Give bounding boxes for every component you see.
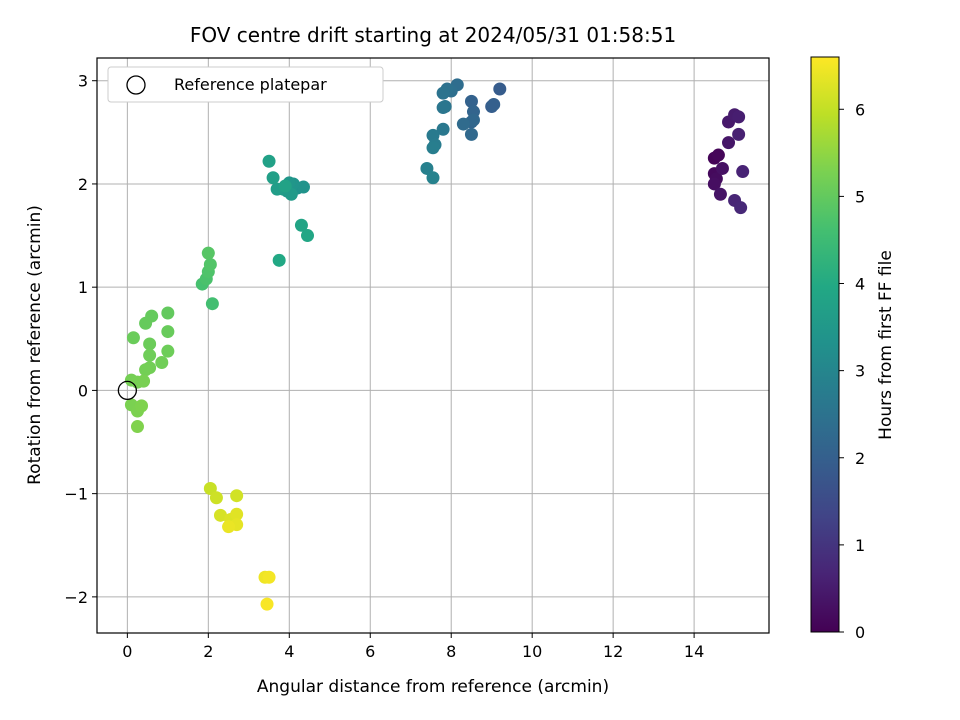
data-point xyxy=(296,180,310,194)
y-tick-label: −2 xyxy=(64,588,88,607)
data-point xyxy=(436,122,450,136)
reference-point xyxy=(117,380,138,401)
data-point xyxy=(466,113,480,127)
colorbar-tick-label: 2 xyxy=(855,449,865,468)
data-point xyxy=(426,141,440,155)
data-point xyxy=(711,148,725,162)
data-point xyxy=(436,101,450,115)
colorbar-gradient xyxy=(810,56,840,633)
data-point xyxy=(464,127,478,141)
x-tick-label: 6 xyxy=(365,642,375,661)
data-point xyxy=(201,246,215,260)
data-point xyxy=(230,507,244,521)
colorbar-tick-label: 1 xyxy=(855,536,865,555)
y-tick-label: 1 xyxy=(78,278,88,297)
data-point xyxy=(426,171,440,185)
data-point xyxy=(722,136,736,150)
data-point xyxy=(732,127,746,141)
data-point xyxy=(736,165,750,179)
data-point xyxy=(420,161,434,175)
data-point xyxy=(262,570,276,584)
data-point xyxy=(130,420,144,434)
colorbar-tick-label: 6 xyxy=(855,100,865,119)
data-point xyxy=(230,489,244,503)
data-point xyxy=(161,325,175,339)
colorbar-label: Hours from first FF file xyxy=(876,250,896,440)
data-point xyxy=(732,110,746,124)
colorbar-ticks: 0 1 2 3 4 5 6 xyxy=(839,100,865,642)
data-point xyxy=(139,363,153,377)
x-axis-label: Angular distance from reference (arcmin) xyxy=(257,677,609,697)
data-point xyxy=(278,179,292,193)
data-point xyxy=(713,187,727,201)
colorbar-tick-label: 0 xyxy=(855,623,865,642)
legend-reference-marker xyxy=(126,75,146,95)
x-tick-label: 14 xyxy=(684,642,704,661)
x-tick-label: 12 xyxy=(603,642,623,661)
x-tick-label: 4 xyxy=(284,642,294,661)
data-point xyxy=(260,597,274,611)
x-tick-label: 2 xyxy=(203,642,213,661)
data-point xyxy=(161,344,175,358)
data-point xyxy=(139,316,153,330)
x-axis-ticks: 0 2 4 6 8 10 12 14 xyxy=(122,633,704,661)
data-points xyxy=(124,78,750,611)
data-point xyxy=(213,508,227,522)
colorbar: 0 1 2 3 4 5 6 Hours from first FF file xyxy=(810,56,896,642)
data-point xyxy=(262,154,276,168)
data-point xyxy=(436,86,450,100)
data-point xyxy=(487,97,501,111)
data-point xyxy=(715,161,729,175)
data-point xyxy=(222,520,236,534)
data-point xyxy=(143,337,157,351)
y-tick-label: −1 xyxy=(64,485,88,504)
colorbar-tick-label: 3 xyxy=(855,362,865,381)
legend-box xyxy=(107,66,384,103)
reference-marker xyxy=(117,380,138,401)
colorbar-tick-label: 4 xyxy=(855,275,865,294)
data-point xyxy=(209,491,223,505)
data-point xyxy=(205,297,219,311)
data-point xyxy=(464,94,478,108)
data-point xyxy=(294,218,308,232)
y-axis-label: Rotation from reference (arcmin) xyxy=(25,205,45,485)
data-point xyxy=(143,348,157,362)
x-tick-label: 8 xyxy=(446,642,456,661)
data-point xyxy=(707,177,721,191)
x-tick-label: 0 xyxy=(122,642,132,661)
plot-frame xyxy=(96,57,770,634)
data-point xyxy=(137,374,151,388)
data-point xyxy=(161,306,175,320)
data-point xyxy=(301,229,315,243)
data-point xyxy=(493,82,507,96)
data-point xyxy=(272,253,286,267)
data-point xyxy=(203,481,217,495)
data-point xyxy=(126,331,140,345)
legend: Reference platepar xyxy=(107,66,384,103)
data-point xyxy=(266,171,280,185)
colorbar-tick-label: 5 xyxy=(855,187,865,206)
data-point xyxy=(203,257,217,271)
y-axis-ticks: −2 −1 0 1 2 3 xyxy=(64,72,97,607)
legend-label: Reference platepar xyxy=(174,75,327,94)
y-tick-label: 2 xyxy=(78,175,88,194)
data-point xyxy=(734,201,748,215)
data-point xyxy=(456,117,470,131)
y-tick-label: 3 xyxy=(78,72,88,91)
data-point xyxy=(135,399,149,413)
chart-title: FOV centre drift starting at 2024/05/31 … xyxy=(190,23,676,47)
y-tick-label: 0 xyxy=(78,381,88,400)
x-tick-label: 10 xyxy=(522,642,542,661)
data-point xyxy=(155,356,169,370)
